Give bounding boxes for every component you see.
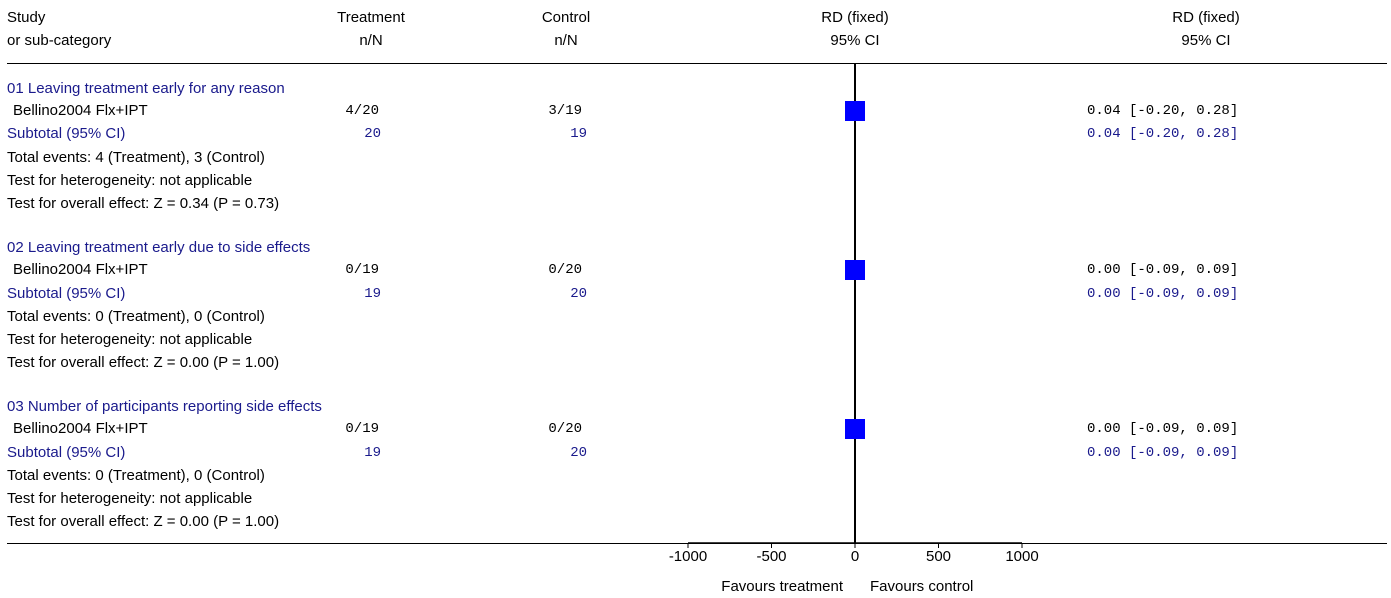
- study-marker: [845, 419, 865, 439]
- favours-control-label: Favours control: [870, 578, 974, 595]
- overall-effect-note: Test for overall effect: Z = 0.34 (P = 0…: [7, 195, 280, 212]
- subtotal-label: Subtotal (95% CI): [7, 125, 126, 142]
- header-divider: [7, 63, 1387, 64]
- study-control: 3/19: [548, 103, 582, 119]
- total-events-note: Total events: 4 (Treatment), 3 (Control): [7, 149, 265, 166]
- header-study: Study: [7, 9, 46, 26]
- x-tick-label: -1000: [669, 548, 707, 565]
- study-ci-text: 0.00 [-0.09, 0.09]: [1087, 421, 1239, 437]
- study-ci-text: 0.00 [-0.09, 0.09]: [1087, 262, 1239, 278]
- subtotal-treatment: 19: [364, 445, 381, 461]
- study-name: Bellino2004 Flx+IPT: [13, 420, 148, 437]
- header-plot-rd: RD (fixed): [821, 9, 889, 26]
- subtotal-ci-text: 0.04 [-0.20, 0.28]: [1087, 126, 1239, 142]
- header-estimate-ci: 95% CI: [1181, 32, 1231, 49]
- subtotal-control: 20: [570, 286, 587, 302]
- favours-treatment-label: Favours treatment: [721, 578, 843, 595]
- group-title: 03 Number of participants reporting side…: [7, 398, 322, 415]
- study-treatment: 4/20: [345, 103, 379, 119]
- study-control: 0/20: [548, 262, 582, 278]
- header-treatment: Treatment: [337, 9, 405, 26]
- study-treatment: 0/19: [345, 421, 379, 437]
- subtotal-treatment: 19: [364, 286, 381, 302]
- heterogeneity-note: Test for heterogeneity: not applicable: [7, 172, 253, 189]
- x-tick-label: 500: [926, 548, 951, 565]
- subtotal-control: 20: [570, 445, 587, 461]
- study-name: Bellino2004 Flx+IPT: [13, 102, 148, 119]
- subtotal-control: 19: [570, 126, 587, 142]
- header-estimate-rd: RD (fixed): [1172, 9, 1240, 26]
- overall-effect-note: Test for overall effect: Z = 0.00 (P = 1…: [7, 513, 280, 530]
- study-name: Bellino2004 Flx+IPT: [13, 261, 148, 278]
- total-events-note: Total events: 0 (Treatment), 0 (Control): [7, 308, 265, 325]
- study-control: 0/20: [548, 421, 582, 437]
- x-tick-label: 1000: [1005, 548, 1038, 565]
- study-ci-text: 0.04 [-0.20, 0.28]: [1087, 103, 1239, 119]
- header-plot-ci: 95% CI: [830, 32, 880, 49]
- subtotal-treatment: 20: [364, 126, 381, 142]
- x-tick-label: 0: [851, 548, 859, 565]
- study-treatment: 0/19: [345, 262, 379, 278]
- group-title: 01 Leaving treatment early for any reaso…: [7, 80, 285, 97]
- study-marker: [845, 260, 865, 280]
- heterogeneity-note: Test for heterogeneity: not applicable: [7, 331, 253, 348]
- subtotal-label: Subtotal (95% CI): [7, 444, 126, 461]
- subtotal-label: Subtotal (95% CI): [7, 285, 126, 302]
- group-title: 02 Leaving treatment early due to side e…: [7, 239, 311, 256]
- header-control-nN: n/N: [554, 32, 578, 49]
- heterogeneity-note: Test for heterogeneity: not applicable: [7, 490, 253, 507]
- x-tick-label: -500: [756, 548, 786, 565]
- header-control: Control: [541, 9, 591, 26]
- study-marker: [845, 101, 866, 121]
- subtotal-ci-text: 0.00 [-0.09, 0.09]: [1087, 445, 1239, 461]
- header-treatment-nN: n/N: [359, 32, 383, 49]
- total-events-note: Total events: 0 (Treatment), 0 (Control): [7, 467, 265, 484]
- header-subcategory: or sub-category: [7, 32, 112, 49]
- subtotal-ci-text: 0.00 [-0.09, 0.09]: [1087, 286, 1239, 302]
- overall-effect-note: Test for overall effect: Z = 0.00 (P = 1…: [7, 354, 280, 371]
